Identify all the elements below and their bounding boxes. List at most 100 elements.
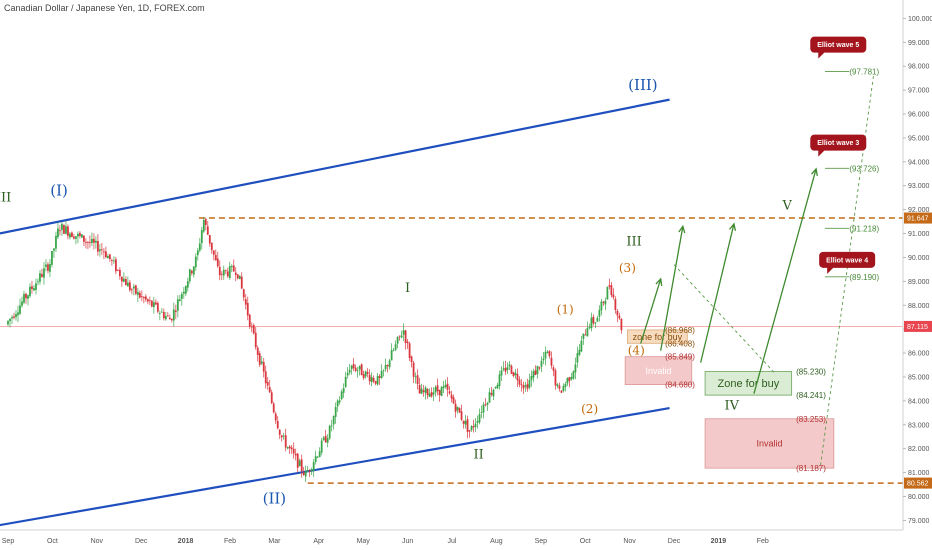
candle-body — [77, 233, 79, 237]
zone-label: Zone for buy — [717, 378, 779, 390]
wave-label: (4) — [628, 343, 645, 357]
level-label: (85.849) — [665, 353, 695, 362]
candle-body — [518, 379, 521, 385]
candle-body — [414, 376, 417, 378]
candle-body — [342, 388, 345, 393]
candle-body — [580, 340, 583, 352]
candle-body — [542, 358, 545, 361]
candle-body — [99, 249, 101, 252]
x-tick-label: Feb — [757, 538, 769, 545]
candle-body — [540, 360, 543, 367]
y-tick-label: 89.000 — [908, 279, 930, 286]
candle-body — [512, 372, 515, 377]
candle-body — [298, 460, 301, 467]
candle-body — [172, 309, 175, 321]
candle-body — [390, 350, 393, 361]
y-tick-label: 92.000 — [908, 207, 930, 214]
candle-body — [304, 471, 307, 477]
candle-body — [520, 384, 523, 386]
candle-body — [464, 420, 467, 425]
x-tick-label: May — [357, 538, 371, 545]
candle-body — [360, 364, 363, 376]
candle-body — [596, 317, 599, 322]
candle-body — [260, 361, 263, 364]
candle-body — [65, 226, 67, 234]
candle-body — [568, 377, 571, 381]
candle-body — [184, 286, 187, 294]
candle-body — [560, 390, 563, 393]
candle-body — [572, 371, 575, 379]
candle-body — [168, 317, 171, 320]
candle-body — [346, 372, 349, 376]
y-tick-label: 96.000 — [908, 111, 930, 118]
candle-body — [107, 256, 109, 259]
candle-body — [598, 309, 601, 317]
level-label: (85.230) — [796, 367, 826, 376]
candle-body — [118, 269, 121, 277]
candle-body — [180, 294, 183, 299]
candle-body — [23, 293, 25, 303]
candle-body — [426, 389, 429, 396]
candle-body — [124, 279, 127, 286]
candle-body — [270, 392, 273, 404]
wave-label: (2) — [581, 402, 598, 416]
candle-body — [110, 260, 113, 261]
x-tick-label: Sep — [535, 538, 548, 545]
candle-body — [322, 437, 325, 440]
x-tick-label: Mar — [268, 538, 281, 545]
candle-body — [13, 316, 15, 318]
candle-body — [400, 335, 403, 338]
candle-body — [434, 387, 437, 393]
candle-body — [326, 438, 329, 443]
candle-body — [87, 241, 89, 243]
x-tick-label: Jul — [448, 538, 457, 545]
candle-body — [370, 377, 373, 383]
candle-body — [196, 250, 199, 256]
candle-body — [55, 235, 57, 249]
candle-body — [482, 404, 485, 413]
candle-body — [492, 389, 495, 397]
candle-body — [43, 268, 45, 278]
candle-body — [514, 372, 517, 376]
candle-body — [432, 392, 435, 395]
candle-body — [306, 470, 309, 472]
candle-body — [37, 281, 39, 283]
candle-body — [368, 374, 371, 382]
candle-body — [158, 313, 161, 314]
candle-body — [440, 386, 443, 396]
level-label: (86.408) — [665, 339, 695, 348]
candle-body — [134, 285, 137, 294]
candle-body — [334, 407, 337, 417]
candle-body — [536, 365, 539, 374]
candle-body — [418, 384, 421, 394]
candle-body — [338, 400, 341, 403]
x-tick-label: Oct — [580, 538, 591, 545]
candle-body — [59, 230, 61, 232]
candle-body — [458, 408, 461, 413]
y-tick-label: 85.000 — [908, 374, 930, 381]
candle-body — [7, 320, 9, 325]
candle-body — [198, 243, 201, 251]
candle-body — [562, 385, 565, 391]
candle-body — [442, 386, 445, 389]
candle-body — [410, 356, 413, 363]
candle-body — [216, 258, 219, 267]
candle-body — [218, 266, 221, 276]
candle-body — [526, 384, 529, 389]
level-label: (84.680) — [665, 381, 695, 390]
x-tick-label: Nov — [623, 538, 636, 545]
candle-body — [592, 316, 595, 324]
candle-body — [556, 384, 559, 387]
candle-body — [116, 269, 119, 271]
wave-label: III — [0, 190, 11, 205]
candle-body — [392, 349, 395, 351]
wave-label: (3) — [619, 261, 636, 275]
candle-body — [39, 273, 41, 282]
candle-body — [132, 286, 135, 289]
candle-body — [252, 325, 255, 334]
candle-body — [236, 274, 239, 279]
candle-body — [600, 301, 603, 311]
candle-body — [590, 317, 593, 329]
callout-label: Elliot wave 4 — [826, 257, 868, 264]
candle-body — [402, 330, 405, 335]
